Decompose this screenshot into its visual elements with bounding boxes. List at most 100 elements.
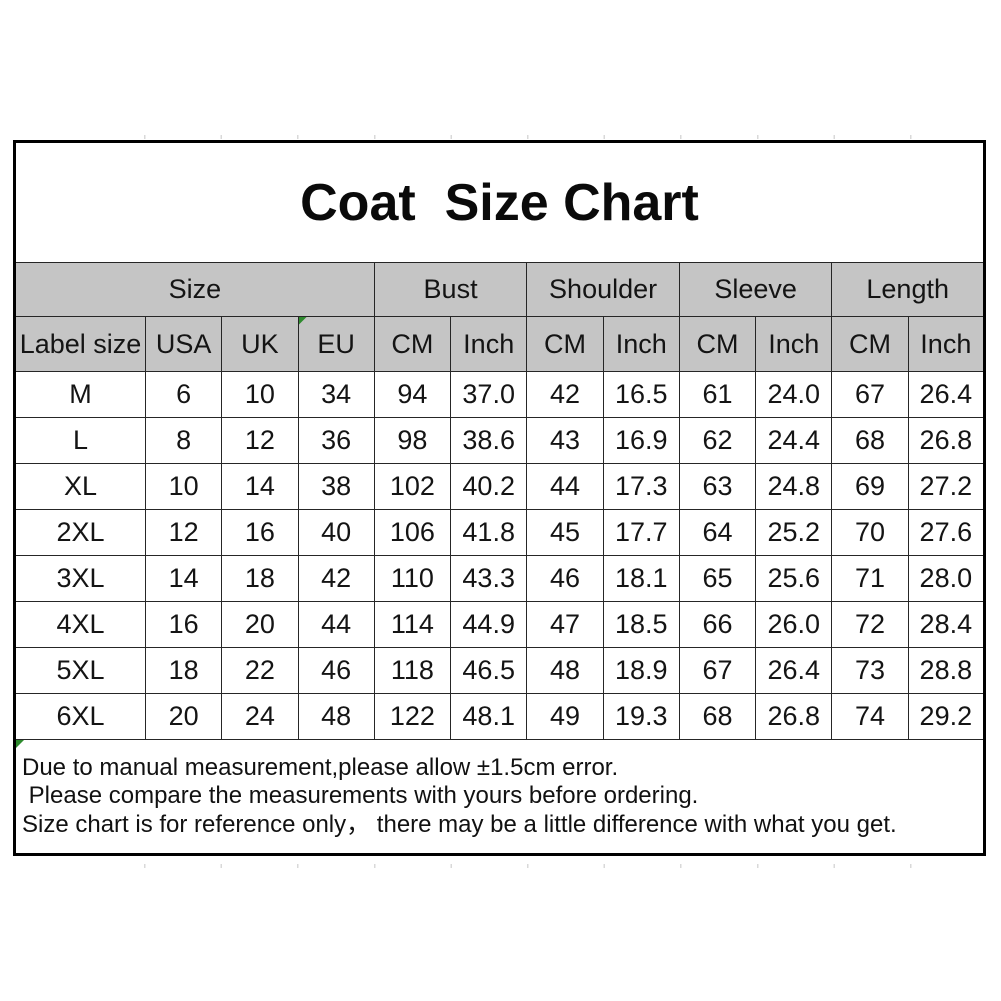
data-cell: 16.9 xyxy=(602,417,680,464)
data-cell: 43.3 xyxy=(450,555,528,602)
data-cell: 46 xyxy=(297,647,375,694)
data-cell: 17.7 xyxy=(602,509,680,556)
header-group-shoulder: Shoulder xyxy=(526,262,680,317)
label-size-cell: XL xyxy=(14,463,146,510)
label-size-cell: 4XL xyxy=(14,601,146,648)
note-line-3: Size chart is for reference only， there … xyxy=(22,810,897,838)
data-cell: 12 xyxy=(221,417,299,464)
size-chart-table: Coat Size Chart Size Bust Shoulder Sleeve Le… xyxy=(13,140,986,856)
column-header-inch-9: Inch xyxy=(755,316,833,372)
column-header-eu-3: EU xyxy=(297,316,375,372)
header-group-size: Size xyxy=(14,262,375,317)
data-cell: 8 xyxy=(144,417,223,464)
column-header-uk-2: UK xyxy=(221,316,299,372)
column-header-label-size-0: Label size xyxy=(14,316,146,372)
data-cell: 42 xyxy=(526,371,604,418)
table-row-l: L 8 12 36 98 38.6 43 16.9 62 24.4 68 26.8 xyxy=(14,417,986,464)
data-cell: 41.8 xyxy=(450,509,528,556)
label-size-cell: 5XL xyxy=(14,647,146,694)
data-cell: 66 xyxy=(678,601,757,648)
data-cell: 34 xyxy=(297,371,375,418)
data-cell: 118 xyxy=(373,647,452,694)
label-size-cell: 6XL xyxy=(14,693,146,740)
column-header-cm-10: CM xyxy=(831,316,909,372)
data-cell: 48 xyxy=(297,693,375,740)
header-group-row: Size Bust Shoulder Sleeve Length xyxy=(14,262,985,317)
data-cell: 24.4 xyxy=(755,417,833,464)
data-cell: 24.8 xyxy=(755,463,833,510)
data-cell: 10 xyxy=(144,463,223,510)
cell-corner-marker-icon xyxy=(16,740,24,748)
data-cell: 46 xyxy=(526,555,604,602)
data-cell: 16 xyxy=(221,509,299,556)
data-cell: 94 xyxy=(373,371,452,418)
data-cell: 20 xyxy=(221,601,299,648)
data-cell: 40 xyxy=(297,509,375,556)
column-header-row: Label size USA UK EU CM Inch CM Inch CM Inch CM Inc… xyxy=(14,316,986,372)
title-row: Coat Size Chart xyxy=(14,141,985,263)
data-cell: 45 xyxy=(526,509,604,556)
note-line-1: Due to manual measurement,please allow ±… xyxy=(22,753,619,781)
data-cell: 25.2 xyxy=(755,509,833,556)
data-cell: 28.8 xyxy=(907,647,986,694)
data-cell: 68 xyxy=(678,693,757,740)
data-cell: 74 xyxy=(831,693,909,740)
data-cell: 63 xyxy=(678,463,757,510)
data-cell: 26.8 xyxy=(755,693,833,740)
column-header-inch-11: Inch xyxy=(907,316,986,372)
data-cell: 36 xyxy=(297,417,375,464)
data-cell: 46.5 xyxy=(450,647,528,694)
data-cell: 71 xyxy=(831,555,909,602)
page-title: Coat Size Chart xyxy=(14,141,985,263)
data-cell: 49 xyxy=(526,693,604,740)
column-header-cm-4: CM xyxy=(373,316,452,372)
data-cell: 24.0 xyxy=(755,371,833,418)
data-cell: 29.2 xyxy=(907,693,986,740)
table-row-3xl: 3XL 14 18 42 110 43.3 46 18.1 65 25.6 71 28.0 xyxy=(14,555,986,602)
data-cell: 27.2 xyxy=(907,463,986,510)
data-cell: 44.9 xyxy=(450,601,528,648)
data-cell: 18 xyxy=(144,647,223,694)
data-cell: 28.4 xyxy=(907,601,986,648)
data-cell: 44 xyxy=(526,463,604,510)
notes-cell: Due to manual measurement,please allow ±… xyxy=(14,739,985,855)
gridline-ticks-bottom xyxy=(144,864,916,868)
data-cell: 16.5 xyxy=(602,371,680,418)
notes-row: Due to manual measurement,please allow ±… xyxy=(14,739,985,855)
data-cell: 18 xyxy=(221,555,299,602)
column-header-inch-7: Inch xyxy=(602,316,680,372)
column-header-inch-5: Inch xyxy=(450,316,528,372)
table-row-m: M 6 10 34 94 37.0 42 16.5 61 24.0 67 26.4 xyxy=(14,371,986,418)
header-group-sleeve: Sleeve xyxy=(678,262,833,317)
data-cell: 43 xyxy=(526,417,604,464)
data-cell: 70 xyxy=(831,509,909,556)
data-cell: 44 xyxy=(297,601,375,648)
table-row-5xl: 5XL 18 22 46 118 46.5 48 18.9 67 26.4 73 28.8 xyxy=(14,647,986,694)
data-cell: 18.9 xyxy=(602,647,680,694)
data-cell: 98 xyxy=(373,417,452,464)
header-group-bust: Bust xyxy=(373,262,528,317)
data-cell: 65 xyxy=(678,555,757,602)
table-row-6xl: 6XL 20 24 48 122 48.1 49 19.3 68 26.8 74 29.2 xyxy=(14,693,986,740)
data-cell: 48 xyxy=(526,647,604,694)
data-cell: 67 xyxy=(831,371,909,418)
data-cell: 18.1 xyxy=(602,555,680,602)
data-cell: 67 xyxy=(678,647,757,694)
table-row-2xl: 2XL 12 16 40 106 41.8 45 17.7 64 25.2 70 27.6 xyxy=(14,509,986,556)
data-cell: 73 xyxy=(831,647,909,694)
data-cell: 68 xyxy=(831,417,909,464)
label-size-cell: 3XL xyxy=(14,555,146,602)
data-cell: 12 xyxy=(144,509,223,556)
data-cell: 122 xyxy=(373,693,452,740)
data-cell: 69 xyxy=(831,463,909,510)
column-header-usa-1: USA xyxy=(144,316,223,372)
data-cell: 19.3 xyxy=(602,693,680,740)
data-cell: 61 xyxy=(678,371,757,418)
data-cell: 47 xyxy=(526,601,604,648)
data-cell: 102 xyxy=(373,463,452,510)
column-header-cm-6: CM xyxy=(526,316,604,372)
note-line-2: Please compare the measurements with you… xyxy=(22,782,699,810)
data-cell: 25.6 xyxy=(755,555,833,602)
data-cell: 40.2 xyxy=(450,463,528,510)
